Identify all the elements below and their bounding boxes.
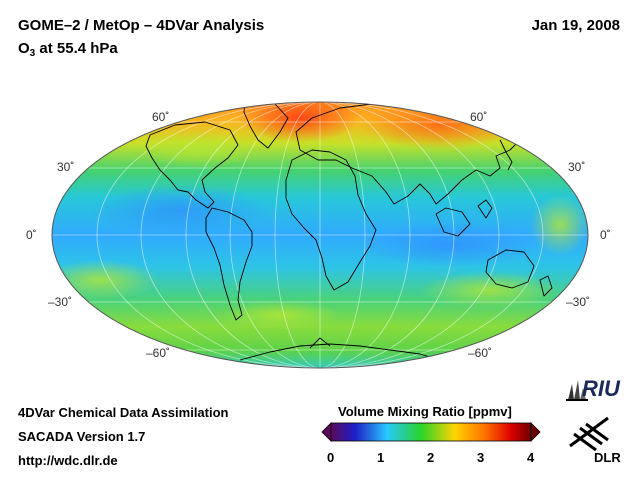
riu-logo: RIU [566, 376, 626, 404]
footer-line-1: 4DVar Chemical Data Assimilation [18, 405, 229, 420]
colorbar-tick: 0 [327, 450, 335, 465]
lat-label-30n-left: 30˚ [57, 160, 75, 174]
lat-label-60n-right: 60˚ [470, 110, 488, 124]
lat-label-30s-left: –30˚ [48, 295, 73, 309]
lat-label-eq-left: 0˚ [26, 228, 37, 242]
pressure-level-label: at 55.4 hPa [35, 40, 118, 57]
colorbar-tick: 1 [377, 450, 385, 465]
species-label: O [18, 40, 30, 57]
graticule [52, 102, 588, 368]
footer-url: http://wdc.dlr.de [18, 453, 118, 468]
ozone-field [52, 102, 588, 368]
dlr-logo-icon [569, 416, 609, 452]
colorbar-max-arrow [530, 422, 541, 442]
colorbar-tick: 4 [527, 450, 535, 465]
lat-label-eq-right: 0˚ [600, 228, 611, 242]
map-subtitle: O3 at 55.4 hPa [18, 40, 118, 59]
lat-label-60s-right: –60˚ [468, 346, 493, 360]
lat-label-30n-right: 30˚ [568, 160, 586, 174]
colorbar [321, 422, 541, 442]
colorbar-scale [330, 422, 532, 442]
colorbar-tick: 3 [477, 450, 485, 465]
colorbar-title: Volume Mixing Ratio [ppmv] [338, 404, 512, 419]
lat-label-60s-left: –60˚ [146, 346, 171, 360]
riu-logo-icon [566, 380, 588, 401]
map-title: GOME–2 / MetOp – 4DVar Analysis [18, 17, 265, 34]
species-subscript: 3 [29, 48, 36, 59]
colorbar-min-arrow [321, 422, 332, 442]
map-outline [51, 101, 589, 369]
riu-logo-text: RIU [582, 376, 620, 401]
lat-label-30s-right: –30˚ [566, 295, 591, 309]
map-date: Jan 19, 2008 [531, 17, 620, 34]
lat-label-60n-left: 60˚ [152, 110, 170, 124]
colorbar-tick: 2 [427, 450, 435, 465]
footer-line-2: SACADA Version 1.7 [18, 429, 146, 444]
dlr-logo-text: DLR [594, 450, 621, 465]
